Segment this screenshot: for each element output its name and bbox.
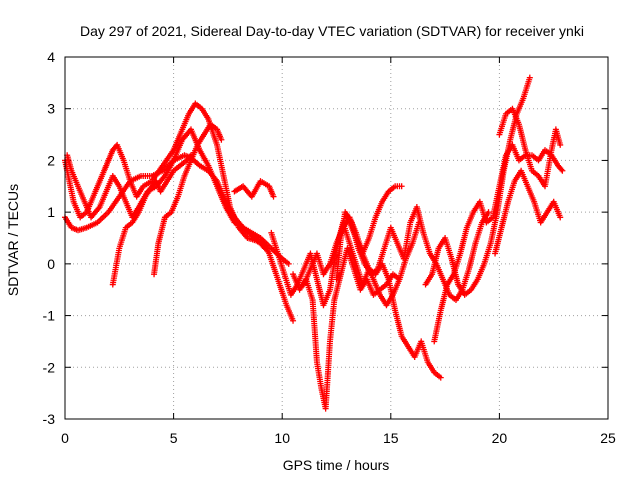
y-tick-label: 3 xyxy=(47,101,55,117)
data-point xyxy=(485,209,492,216)
x-tick-label: 5 xyxy=(170,430,178,446)
data-point xyxy=(558,166,565,173)
data-point xyxy=(290,317,297,324)
series-arc-11 xyxy=(344,214,423,309)
x-tick-label: 10 xyxy=(274,430,290,446)
y-tick-label: 4 xyxy=(47,49,55,65)
series-arc-4 xyxy=(109,152,194,288)
x-axis-label: GPS time / hours xyxy=(283,457,390,473)
y-tick-label: -1 xyxy=(43,308,56,324)
y-tick-label: 0 xyxy=(47,256,55,272)
data-point xyxy=(416,219,423,226)
series-arc-5 xyxy=(151,121,225,278)
y-axis-label: SDTVAR / TECUs xyxy=(5,184,21,296)
series-arc-14 xyxy=(492,167,564,257)
data-point xyxy=(437,374,444,381)
chart-title: Day 297 of 2021, Sidereal Day-to-day VTE… xyxy=(80,23,584,39)
series-arc-15 xyxy=(496,105,564,190)
y-tick-label: 1 xyxy=(47,204,55,220)
data-point xyxy=(557,141,564,148)
series-arc-13 xyxy=(431,141,566,345)
x-tick-label: 0 xyxy=(61,430,69,446)
y-tick-label: -2 xyxy=(43,359,56,375)
x-tick-label: 20 xyxy=(492,430,508,446)
x-tick-label: 15 xyxy=(383,430,399,446)
data-point xyxy=(557,214,564,221)
data-point xyxy=(285,260,292,267)
y-tick-label: -3 xyxy=(43,411,56,427)
y-tick-label: 2 xyxy=(47,152,55,168)
data-point xyxy=(270,193,277,200)
plot-frame xyxy=(64,56,609,420)
data-point xyxy=(559,167,566,174)
axis-ticks: 0 5 10 15 20 25 -3 -2 -1 0 1 2 3 4 xyxy=(43,49,616,446)
series-arc-3 xyxy=(62,152,292,267)
series-arc-6 xyxy=(231,178,277,200)
data-point xyxy=(398,183,405,190)
data-points xyxy=(62,74,566,412)
x-tick-label: 25 xyxy=(600,430,616,446)
data-point xyxy=(526,74,533,81)
series-arc-12 xyxy=(422,74,533,298)
series-arc-7 xyxy=(268,219,444,381)
data-point xyxy=(218,136,225,143)
